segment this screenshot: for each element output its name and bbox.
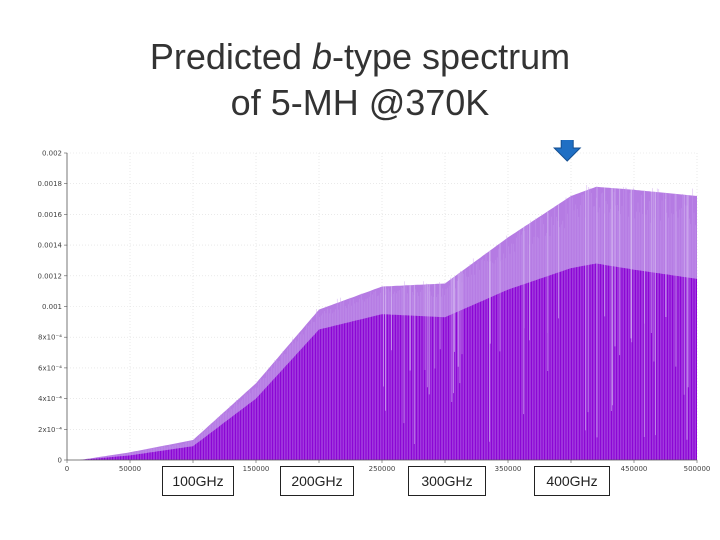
- annotation-100ghz: 100GHz: [162, 466, 234, 496]
- annotation-400ghz: 400GHz: [534, 466, 610, 496]
- y-tick-label: 0.001: [42, 303, 62, 311]
- y-tick-label: 0.002: [42, 150, 62, 158]
- y-tick-label: 8x10⁻⁴: [38, 334, 62, 342]
- title-text-pre: Predicted: [149, 36, 312, 77]
- title-text-italic: b: [311, 36, 333, 77]
- x-tick-label: 150000: [243, 465, 270, 473]
- spectrum-dropouts: [383, 186, 689, 444]
- y-tick-label: 4x10⁻⁴: [38, 395, 62, 403]
- peak-marker: [552, 140, 582, 162]
- y-tick-label: 0: [58, 457, 62, 465]
- annotation-300ghz: 300GHz: [408, 466, 486, 496]
- y-tick-label: 0.0014: [38, 242, 63, 250]
- slide-title: Predicted b-type spectrum of 5-MH @370K: [0, 34, 720, 126]
- title-text-post: -type spectrum: [332, 36, 571, 77]
- x-tick-label: 50000: [119, 465, 141, 473]
- down-arrow-icon: [552, 140, 582, 162]
- y-tick-label: 0.0012: [38, 272, 63, 280]
- y-tick-label: 6x10⁻⁴: [38, 364, 62, 372]
- x-tick-label: 350000: [495, 465, 522, 473]
- x-tick-label: 0: [65, 465, 69, 473]
- annotation-200ghz: 200GHz: [280, 466, 354, 496]
- y-tick-label: 0.0018: [38, 180, 63, 188]
- chart-axes: [64, 152, 698, 463]
- y-tick-label: 0.0016: [38, 211, 63, 219]
- title-line-2: of 5-MH @370K: [230, 82, 490, 123]
- x-tick-label: 250000: [369, 465, 396, 473]
- spectrum-plot: [79, 185, 698, 461]
- title-line-1: Predicted b-type spectrum: [0, 34, 720, 80]
- x-tick-label: 450000: [621, 465, 648, 473]
- y-tick-label: 2x10⁻⁴: [38, 426, 62, 434]
- spectrum-chart: 0500001000001500002000002500003000003500…: [38, 140, 711, 473]
- spectrum-spikes: [80, 185, 696, 460]
- x-tick-label: 500000: [684, 465, 711, 473]
